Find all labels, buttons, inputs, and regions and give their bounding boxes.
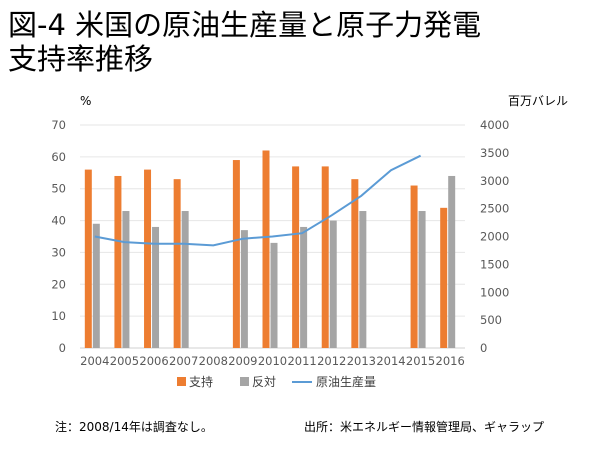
bar-support bbox=[173, 179, 181, 348]
note-left: 注：2008/14年は調査なし。 bbox=[55, 420, 213, 434]
y-tick-label: 70 bbox=[51, 118, 66, 132]
x-tick-label: 2007 bbox=[169, 354, 198, 368]
note-right: 出所：米エネルギー情報管理局、ギャラップ bbox=[304, 420, 545, 434]
y-tick-label: 50 bbox=[51, 182, 66, 196]
x-tick-label: 2012 bbox=[317, 354, 346, 368]
x-tick-label: 2004 bbox=[80, 354, 109, 368]
y2-tick-label: 0 bbox=[480, 341, 487, 355]
y2-tick-label: 500 bbox=[480, 313, 502, 327]
y2-tick-label: 1500 bbox=[480, 257, 509, 271]
bar-oppose bbox=[122, 211, 130, 348]
x-tick-label: 2015 bbox=[406, 354, 435, 368]
legend-label-oppose: 反対 bbox=[252, 375, 276, 389]
legend-swatch-oppose bbox=[240, 377, 249, 386]
bar-oppose bbox=[152, 226, 160, 348]
legend-label-oil: 原油生産量 bbox=[316, 374, 376, 389]
y2-tick-label: 4000 bbox=[480, 118, 509, 132]
chart-title-line1: 図-4 米国の原油生産量と原子力発電 bbox=[8, 8, 482, 42]
bar-support bbox=[232, 160, 240, 348]
bar-oppose bbox=[448, 175, 456, 348]
bar-oppose bbox=[181, 211, 189, 348]
x-tick-label: 2009 bbox=[228, 354, 257, 368]
x-tick-label: 2016 bbox=[436, 354, 465, 368]
bar-oppose bbox=[300, 226, 308, 348]
bar-oppose bbox=[359, 211, 367, 348]
bar-support bbox=[440, 207, 448, 348]
y-tick-label: 10 bbox=[51, 309, 66, 323]
y2-tick-label: 1000 bbox=[480, 285, 509, 299]
line-oil-production bbox=[94, 154, 422, 247]
bar-support bbox=[262, 150, 270, 348]
bar-support bbox=[84, 169, 92, 348]
chart-title-line2: 支持率推移 bbox=[8, 42, 154, 76]
x-tick-label: 2010 bbox=[258, 354, 287, 368]
bar-oppose bbox=[92, 223, 100, 348]
y-tick-label: 60 bbox=[51, 150, 66, 164]
bar-support bbox=[114, 175, 122, 348]
y2-tick-label: 3000 bbox=[480, 174, 509, 188]
y-tick-label: 0 bbox=[59, 341, 66, 355]
bar-support bbox=[144, 169, 152, 348]
y-tick-label: 30 bbox=[51, 245, 66, 259]
x-tick-label: 2005 bbox=[110, 354, 139, 368]
legend-swatch-support bbox=[177, 377, 186, 386]
bar-support bbox=[292, 166, 300, 348]
y-tick-label: 40 bbox=[51, 214, 66, 228]
y2-tick-label: 3500 bbox=[480, 146, 509, 160]
x-tick-label: 2013 bbox=[347, 354, 376, 368]
bar-oppose bbox=[240, 230, 248, 348]
legend-label-support: 支持 bbox=[189, 374, 213, 389]
x-tick-label: 2008 bbox=[199, 354, 228, 368]
bar-oppose bbox=[418, 211, 426, 348]
bar-support bbox=[351, 179, 359, 348]
y-axis-label: % bbox=[80, 94, 91, 108]
bar-support bbox=[410, 185, 418, 348]
y2-tick-label: 2500 bbox=[480, 202, 509, 216]
y2-axis-label: 百万バレル bbox=[508, 94, 568, 108]
x-tick-label: 2011 bbox=[287, 354, 316, 368]
bar-support bbox=[321, 166, 329, 348]
x-tick-label: 2006 bbox=[139, 354, 168, 368]
bar-oppose bbox=[270, 242, 278, 348]
y-tick-label: 20 bbox=[51, 277, 66, 291]
y2-tick-label: 2000 bbox=[480, 230, 509, 244]
x-tick-label: 2014 bbox=[376, 354, 405, 368]
bar-oppose bbox=[329, 220, 337, 348]
